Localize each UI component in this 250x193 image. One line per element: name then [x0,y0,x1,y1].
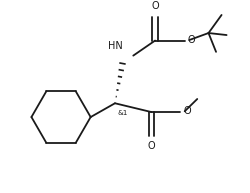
Text: O: O [148,141,155,151]
Text: O: O [151,1,159,11]
Text: HN: HN [108,41,122,51]
Text: O: O [183,106,191,116]
Text: O: O [188,35,195,45]
Text: &1: &1 [118,110,128,116]
